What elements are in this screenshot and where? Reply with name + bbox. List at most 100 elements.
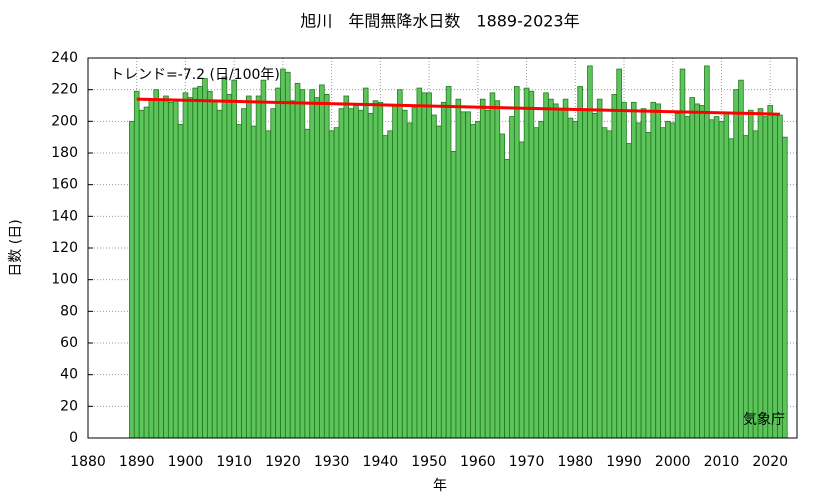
bar <box>494 100 501 439</box>
bar <box>572 120 579 439</box>
bar <box>270 108 276 439</box>
bar <box>475 120 481 439</box>
bar <box>275 87 281 439</box>
bar <box>241 108 247 439</box>
bar <box>747 109 754 439</box>
bar <box>387 130 393 439</box>
x-tick-label: 1970 <box>509 454 545 470</box>
y-tick-label: 120 <box>51 240 78 256</box>
bar <box>640 108 647 439</box>
x-tick-label: 2010 <box>704 454 740 470</box>
bar <box>655 103 661 439</box>
bar <box>358 109 364 439</box>
bar <box>777 114 783 439</box>
bar <box>601 127 608 439</box>
bar <box>470 124 476 439</box>
bar <box>762 116 769 439</box>
x-tick-label: 1920 <box>265 454 301 470</box>
bar <box>260 79 267 439</box>
bar <box>319 84 325 439</box>
bar <box>314 97 320 439</box>
y-axis-label: 日数 (日) <box>8 219 24 276</box>
bar <box>509 116 515 439</box>
bar <box>445 86 452 439</box>
bar <box>626 143 632 439</box>
bar <box>479 98 486 439</box>
bar <box>416 87 423 439</box>
bar <box>567 117 574 439</box>
bar <box>743 135 749 439</box>
x-tick-label: 1980 <box>557 454 593 470</box>
bar <box>523 87 530 439</box>
bar <box>362 87 369 439</box>
bar <box>284 71 291 439</box>
y-tick-label: 20 <box>60 398 78 414</box>
bar <box>172 100 179 439</box>
bar <box>255 95 262 439</box>
bar <box>187 97 194 439</box>
bar <box>733 89 739 439</box>
bar <box>401 109 408 439</box>
bar <box>543 92 549 439</box>
bar <box>767 105 773 439</box>
bar <box>772 114 778 439</box>
bar <box>455 98 462 439</box>
bar <box>338 108 345 439</box>
bar <box>450 151 457 439</box>
y-tick-label: 80 <box>60 303 78 319</box>
x-axis-label: 年 <box>433 478 447 494</box>
bar <box>250 125 257 439</box>
bar <box>533 127 540 439</box>
y-tick-label: 200 <box>51 113 78 129</box>
bar <box>202 78 208 439</box>
bar <box>596 98 603 439</box>
bar <box>148 98 155 439</box>
bar <box>304 128 311 439</box>
bar <box>514 86 520 439</box>
bar <box>207 90 213 439</box>
chart-title: 旭川 年間無降水日数 1889-2023年 <box>300 12 579 31</box>
bar <box>163 95 169 439</box>
bar <box>460 111 466 439</box>
bar <box>133 90 140 439</box>
x-tick-label: 1910 <box>216 454 252 470</box>
bar <box>280 68 286 439</box>
bar <box>587 65 593 439</box>
bar <box>397 89 403 439</box>
bar <box>158 98 164 439</box>
bar <box>367 113 374 439</box>
bar <box>757 108 764 439</box>
y-tick-label: 0 <box>69 430 78 446</box>
bar <box>582 108 588 439</box>
bar <box>343 95 350 439</box>
bar <box>246 95 252 439</box>
x-tick-label: 1950 <box>411 454 447 470</box>
bar <box>440 101 447 439</box>
bar <box>299 89 306 439</box>
bar <box>406 122 413 439</box>
bar <box>669 122 676 439</box>
bar <box>411 106 418 439</box>
x-tick-label: 2020 <box>752 454 788 470</box>
y-tick-label: 180 <box>51 145 78 161</box>
bar <box>226 94 233 439</box>
y-tick-label: 220 <box>51 82 78 98</box>
bar <box>431 114 437 439</box>
bar <box>528 90 535 439</box>
bar <box>333 127 340 439</box>
bar <box>236 124 242 439</box>
x-tick-label: 1990 <box>606 454 642 470</box>
bar <box>689 97 696 439</box>
y-tick-label: 140 <box>51 208 78 224</box>
bar <box>192 87 198 439</box>
bar <box>684 116 691 439</box>
bar <box>728 138 735 439</box>
x-tick-label: 1940 <box>363 454 399 470</box>
bar <box>621 101 627 439</box>
bar <box>231 79 237 439</box>
y-tick-label: 40 <box>60 367 78 383</box>
bar <box>616 68 622 439</box>
bar <box>665 120 671 439</box>
bar <box>382 135 389 439</box>
